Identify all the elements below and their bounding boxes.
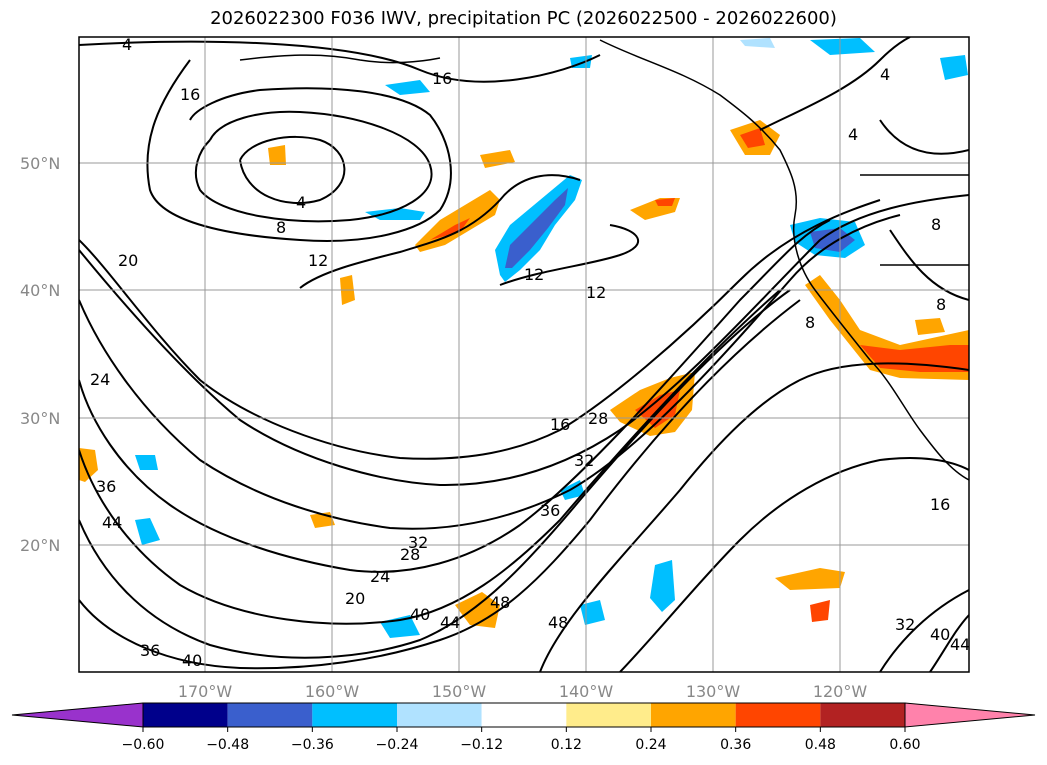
contour-label: 32: [574, 451, 594, 470]
plot-area: [79, 37, 969, 672]
colorbar-segment: [735, 703, 821, 727]
contour-label: 8: [276, 218, 286, 237]
contour-label: 4: [122, 35, 132, 54]
colorbar-segment: [566, 703, 651, 727]
contour-label: 24: [370, 567, 390, 586]
contour-label: 48: [548, 613, 568, 632]
colorbar-tick-label: −0.48: [206, 737, 249, 753]
contour-label: 32: [408, 533, 428, 552]
contour-label: 40: [930, 625, 950, 644]
colorbar-tick-label: −0.24: [376, 737, 419, 753]
lat-label: 20°N: [20, 536, 60, 555]
contour-label: 16: [550, 415, 570, 434]
contour-label: 20: [345, 589, 365, 608]
colorbar-segment: [227, 703, 313, 727]
lat-label: 50°N: [20, 154, 60, 173]
contour-label: 44: [950, 635, 970, 654]
colorbar-tick-label: 0.60: [889, 737, 920, 753]
contour-label: 12: [308, 251, 328, 270]
contour-label: 36: [540, 501, 560, 520]
contour-label: 4: [296, 193, 306, 212]
plot-frame: [78, 36, 970, 673]
contour-label: 8: [931, 215, 941, 234]
colorbar-segment: [397, 703, 482, 727]
colorbar-segment: [143, 703, 228, 727]
contour-label: 36: [140, 641, 160, 660]
colorbar-frame: [142, 702, 906, 728]
lon-label: 130°W: [686, 682, 741, 701]
contour-label: 40: [410, 605, 430, 624]
colorbar-tick-label: −0.12: [460, 737, 503, 753]
lon-label: 170°W: [178, 682, 233, 701]
map-title: 2026022300 F036 IWV, precipitation PC (2…: [210, 8, 837, 29]
colorbar-extend-low: [11, 702, 144, 728]
colorbar: −0.60 −0.48 −0.36 −0.24 −0.12 0.12 0.24 0.36 0.4…: [11, 702, 1036, 753]
colorbar-segment: [312, 703, 397, 727]
contour-label: 44: [440, 613, 460, 632]
contour-label: 36: [96, 477, 116, 496]
contour-label: 44: [102, 513, 122, 532]
iwv-contours: [79, 37, 969, 672]
lat-label: 30°N: [20, 409, 60, 428]
colorbar-segment: [481, 703, 567, 727]
contour-label: 16: [930, 495, 950, 514]
coastline: [239, 39, 969, 481]
contour-label: 8: [805, 313, 815, 332]
lon-label: 140°W: [559, 682, 614, 701]
contour-label: 16: [180, 85, 200, 104]
contour-label: 48: [490, 593, 510, 612]
contour-label: 4: [880, 65, 890, 84]
contour-label: 4: [848, 125, 858, 144]
contour-label: 12: [524, 265, 544, 284]
colorbar-tick-label: −0.60: [122, 737, 165, 753]
colorbar-segment: [651, 703, 736, 727]
contour-label: 24: [90, 370, 110, 389]
lon-labels: 170°W 160°W 150°W 140°W 130°W 120°W: [178, 682, 868, 701]
contour-label: 12: [586, 283, 606, 302]
contour-label: 20: [118, 251, 138, 270]
colorbar-extend-high: [904, 702, 1036, 728]
lon-label: 160°W: [305, 682, 360, 701]
contour-label: 32: [895, 615, 915, 634]
precip-negative-core: [505, 188, 568, 268]
contour-label: 40: [182, 651, 202, 670]
lat-label: 40°N: [20, 281, 60, 300]
colorbar-tick-label: 0.36: [720, 737, 751, 753]
lon-label: 150°W: [432, 682, 487, 701]
precip-negative-patch: [365, 208, 425, 220]
contour-labels: 4 8 12 16 20 24 28 32 36 40 44 48 4 8 12…: [90, 35, 970, 670]
colorbar-tick-label: 0.24: [635, 737, 666, 753]
contour-label: 28: [400, 545, 420, 564]
colorbar-tick-label: 0.48: [805, 737, 836, 753]
grid: [79, 37, 969, 672]
contour-label: 16: [432, 69, 452, 88]
lon-label: 120°W: [813, 682, 868, 701]
lat-labels: 50°N 40°N 30°N 20°N: [20, 154, 60, 555]
contour-label: 28: [588, 409, 608, 428]
colorbar-tick-label: 0.12: [551, 737, 582, 753]
colorbar-segment: [820, 703, 905, 727]
colorbar-tick-label: −0.36: [291, 737, 334, 753]
contour-label: 8: [936, 295, 946, 314]
